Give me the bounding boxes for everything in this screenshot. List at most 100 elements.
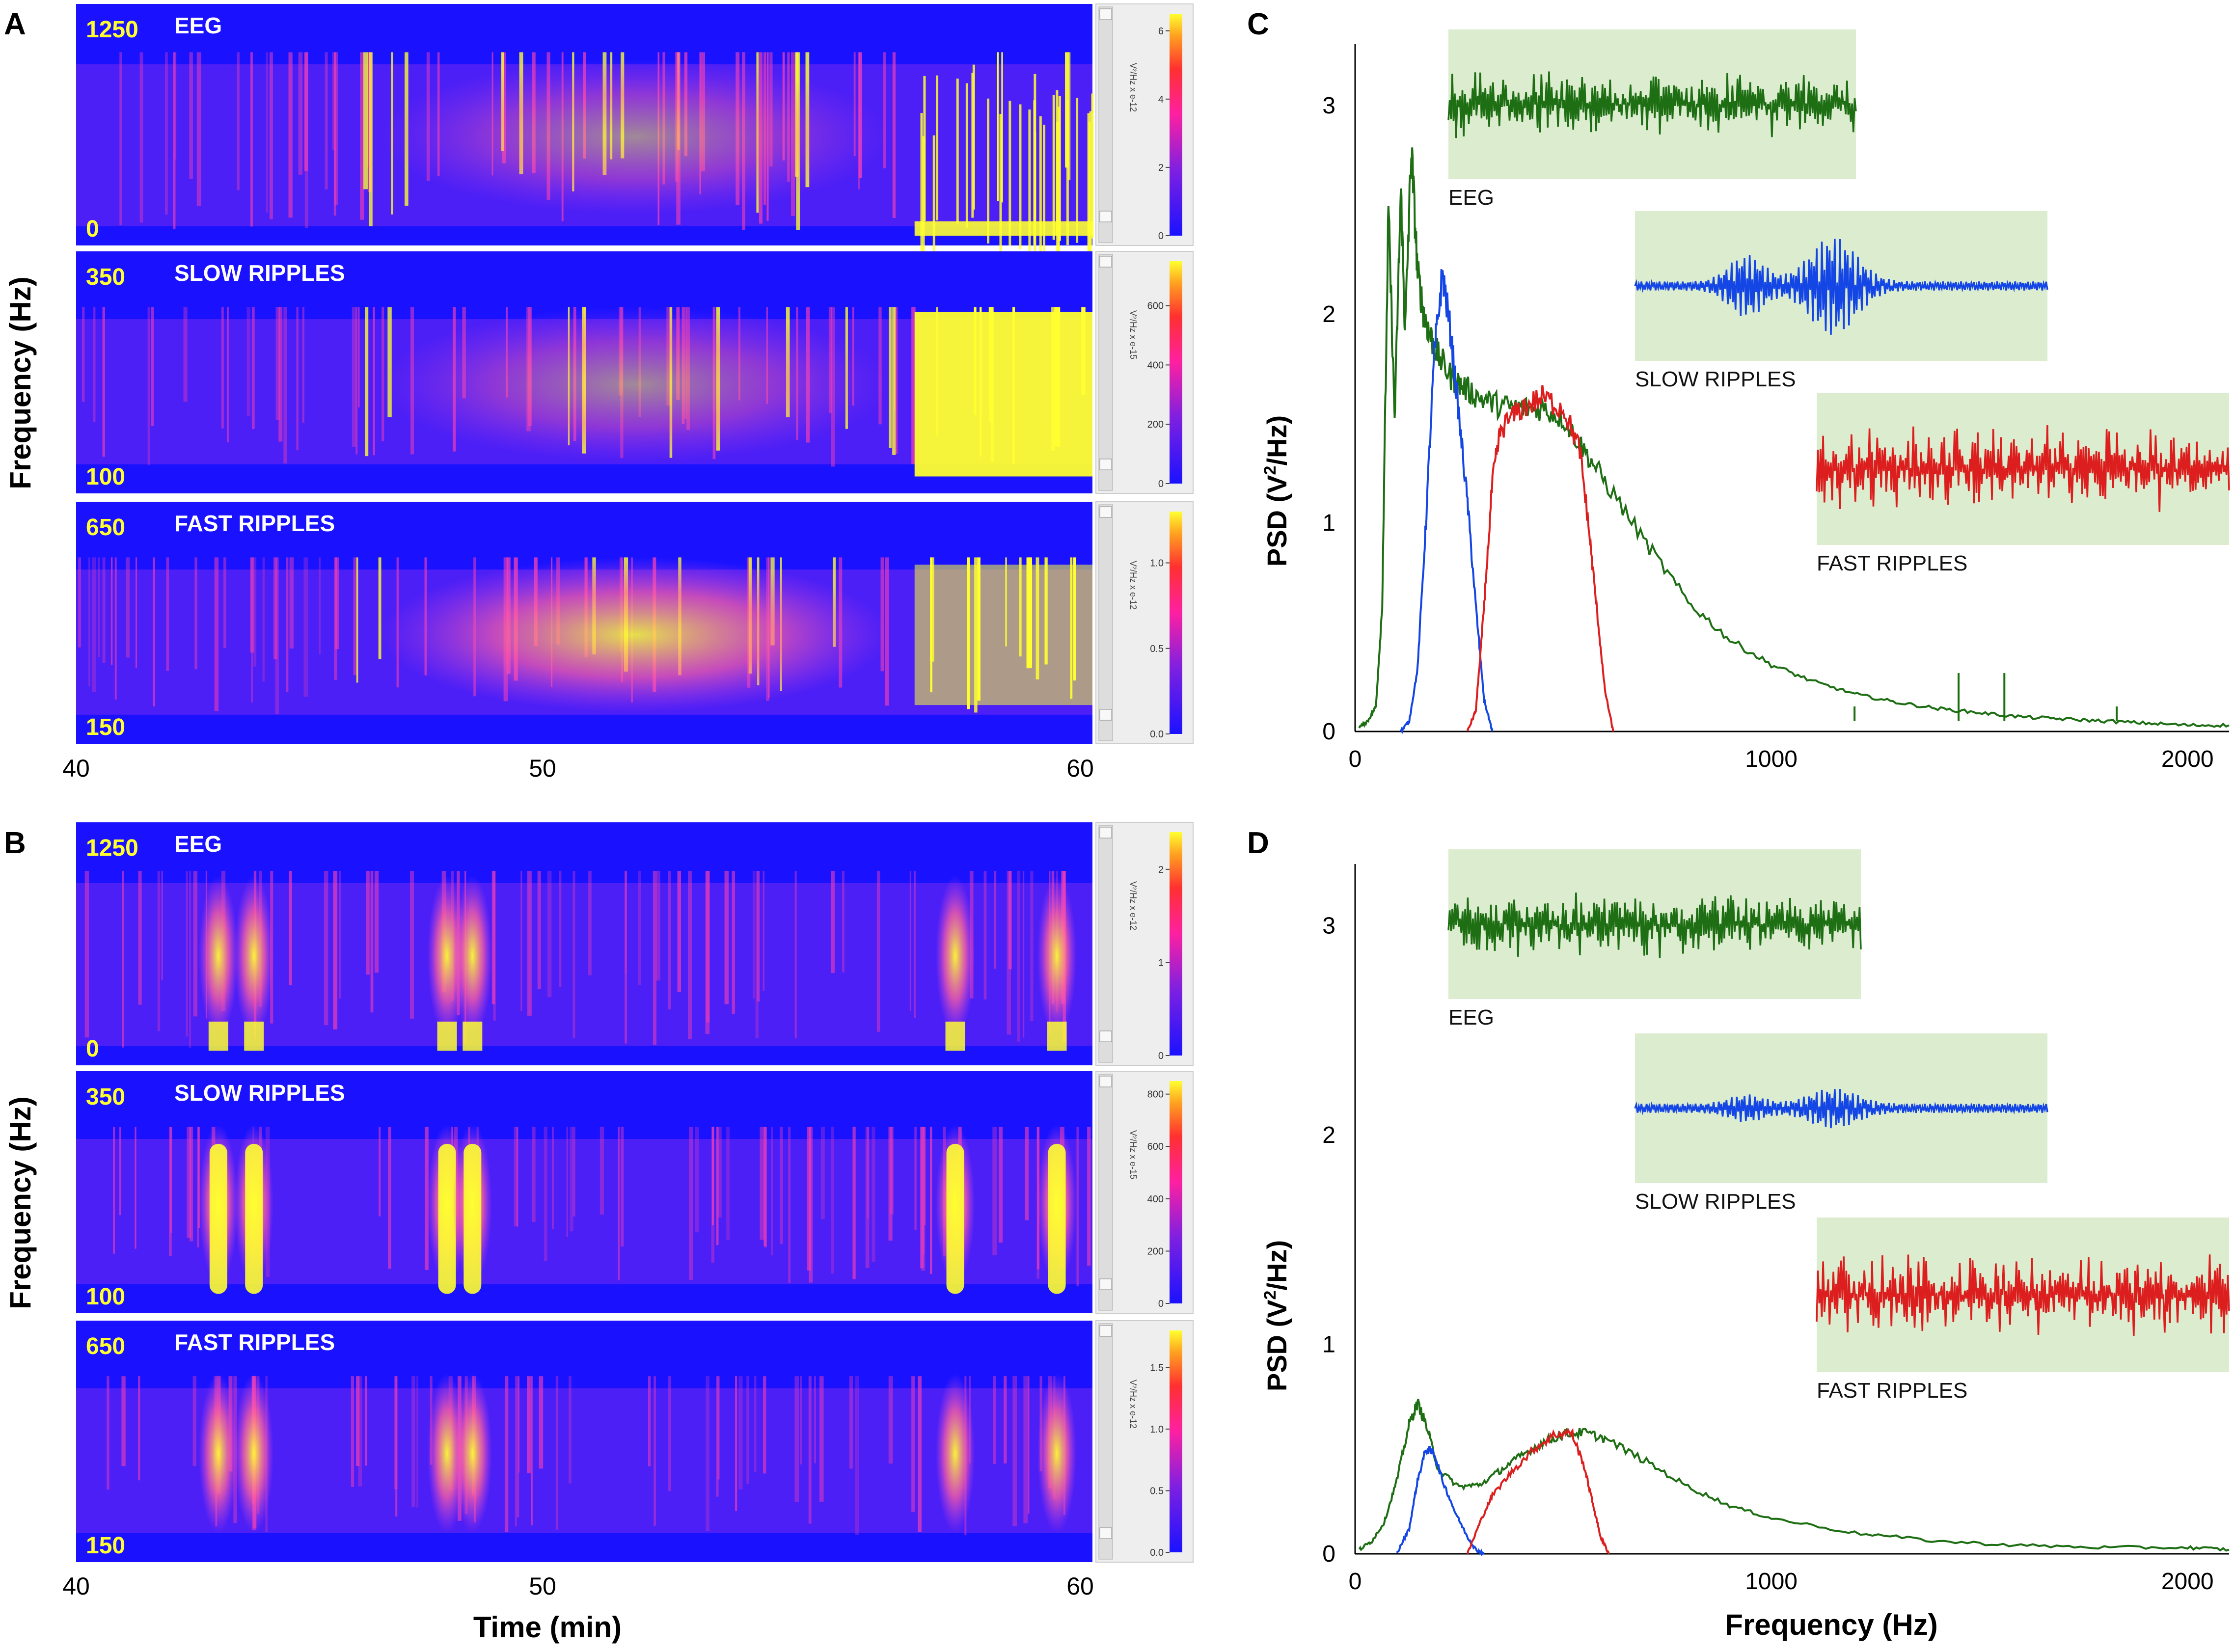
spectrogram-burst-core [208,1021,228,1051]
colorbar-tick-label: 0 [1158,1051,1164,1061]
spectrogram-burst [453,875,492,1036]
psd-inset-label: SLOW RIPPLES [1635,367,1796,391]
spectrogram-streak [621,1127,624,1246]
colorbar-unit: V²/Hz x e-12 [1128,63,1138,112]
colorbar-gradient [1170,1330,1182,1552]
spectrogram-streak [102,307,106,457]
spectrogram-streak [883,52,886,168]
spectrogram-streak [169,1127,172,1256]
colorbar-tick-label: 800 [1147,1089,1164,1100]
spectrogram-streak [221,307,224,429]
spectrogram-streak [387,307,392,417]
panel-b-x-axis-label: Time (min) [473,1611,622,1644]
spectrogram-burst [234,875,274,1036]
spectrogram-streak [711,1127,714,1225]
spectrogram-streak [319,557,321,654]
spectrogram-streak [173,52,176,229]
spectrogram-streak [192,1376,196,1466]
spectrogram-streak [275,557,279,714]
spectrogram-streak [867,1127,869,1219]
spectrogram-streak [1089,111,1092,256]
spectrogram-high-power-region [914,565,1092,705]
spectrogram-streak [88,557,90,686]
spectrogram-streak [788,1127,791,1283]
panel-b-x-ticks: 40 50 60 [62,1572,1094,1600]
spectrogram-top-tick: 350 [86,264,125,290]
colorbar-tick-label: 1.5 [1150,1362,1164,1373]
colorbar-unit: V²/Hz x e-12 [1128,1380,1138,1429]
colorbar-gradient [1170,14,1182,236]
spectrogram-streak [186,871,188,1037]
spectrogram-streak [599,1127,604,1215]
colorbar-scroll-down [1099,459,1112,470]
spectrogram-streak [763,1376,766,1474]
spectrogram-burst-core [437,1021,457,1051]
panel-a-x-ticks: 40 50 60 [62,755,1094,782]
colorbar: V²/Hz x e-12 1.0 0.5 0.0 [1095,501,1194,744]
spectrogram-streak [369,52,373,226]
spectrogram-hotspot [381,307,889,462]
psd-plot-c: 0 1 2 3 0 1000 2000 EEG SLOW RIPPLES FAST RIPPLES [1322,29,2230,772]
spectrogram-streak [653,871,657,1045]
spectrogram-streak [726,1127,730,1240]
spectrogram-streak [161,871,163,980]
psd-inset: FAST RIPPLES [1816,1218,2230,1403]
spectrogram-streak [189,1127,193,1242]
spectrogram-streak [1057,107,1060,252]
spectrogram-streak [794,871,797,1039]
spectrogram-top-tick: 1250 [86,17,138,43]
spectrogram-streak [876,871,880,1032]
colorbar-tick-label: 400 [1147,360,1164,371]
spectrogram-streak [360,52,364,220]
spectrogram-streak [110,557,113,665]
spectrogram-streak [302,307,304,423]
spectrogram-streak [1066,100,1069,245]
spectrogram-streak [366,871,370,975]
spectrogram-streak [746,1376,749,1484]
spectrogram-bottom-tick: 150 [86,714,125,740]
spectrogram-streak [520,871,522,1011]
psd-x-tick-label: 0 [1349,1569,1362,1595]
spectrogram-band-label: FAST RIPPLES [174,1329,335,1355]
colorbar-scroll-up [1099,8,1112,20]
spectrogram-streak [911,307,916,464]
spectrogram-bottom-tick: 0 [86,1036,99,1062]
spectrogram-burst-core [209,1143,227,1294]
spectrogram-streak [138,1376,140,1481]
spectrogram-band: SLOW RIPPLES 350 100 [76,251,1092,493]
colorbar-tick-label: 1.0 [1150,558,1164,569]
spectrogram-streak [356,557,358,683]
spectrogram-streak [388,1127,391,1269]
spectrogram-streak [515,1376,517,1527]
psd-plot-d: 0 1 2 3 0 1000 2000 EEG SLOW RIPPLES FAST RIPPLES [1322,849,2230,1595]
spectrogram-streak [559,871,562,987]
spectrogram-top-tick: 650 [86,1333,125,1359]
spectrogram-streak [98,557,100,658]
spectrogram-bottom-tick: 100 [86,464,125,490]
spectrogram-band: SLOW RIPPLES 350 100 [76,1071,1092,1313]
spectrogram-streak [763,871,765,991]
spectrogram-streak [735,1376,737,1511]
spectrogram-streak [911,1376,915,1512]
colorbar-tick-label: 0 [1158,479,1164,489]
panel-a-letter: A [4,7,26,41]
spectrogram-streak [716,1376,719,1497]
colorbar-tick-label: 400 [1147,1194,1164,1205]
spectrogram-streak [196,52,201,206]
spectrogram-streak [92,557,96,692]
spectrogram-streak [1001,52,1003,203]
spectrogram-streak [351,1376,354,1487]
colorbar-tick-label: 0.0 [1150,1547,1164,1558]
spectrogram-streak [668,1376,672,1491]
spectrogram-streak [717,1127,722,1218]
spectrogram-streak [339,871,341,999]
spectrogram-streak [920,113,923,258]
spectrogram-streak [997,52,999,201]
spectrogram-high-power-region [914,312,1092,477]
psd-x-tick-label: 2000 [2161,746,2214,772]
spectrogram-streak [1052,95,1055,240]
spectrogram-burst [198,875,238,1036]
psd-y-tick-label: 1 [1322,1331,1335,1357]
spectrogram-streak [763,1127,767,1247]
spectrogram-streak [923,76,926,221]
